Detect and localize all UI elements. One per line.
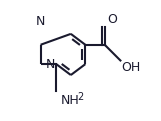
Text: N: N [36, 15, 45, 28]
Text: O: O [107, 13, 117, 26]
Text: N: N [46, 58, 55, 71]
Text: OH: OH [122, 61, 141, 74]
Text: NH: NH [61, 94, 80, 107]
Text: 2: 2 [77, 92, 84, 102]
